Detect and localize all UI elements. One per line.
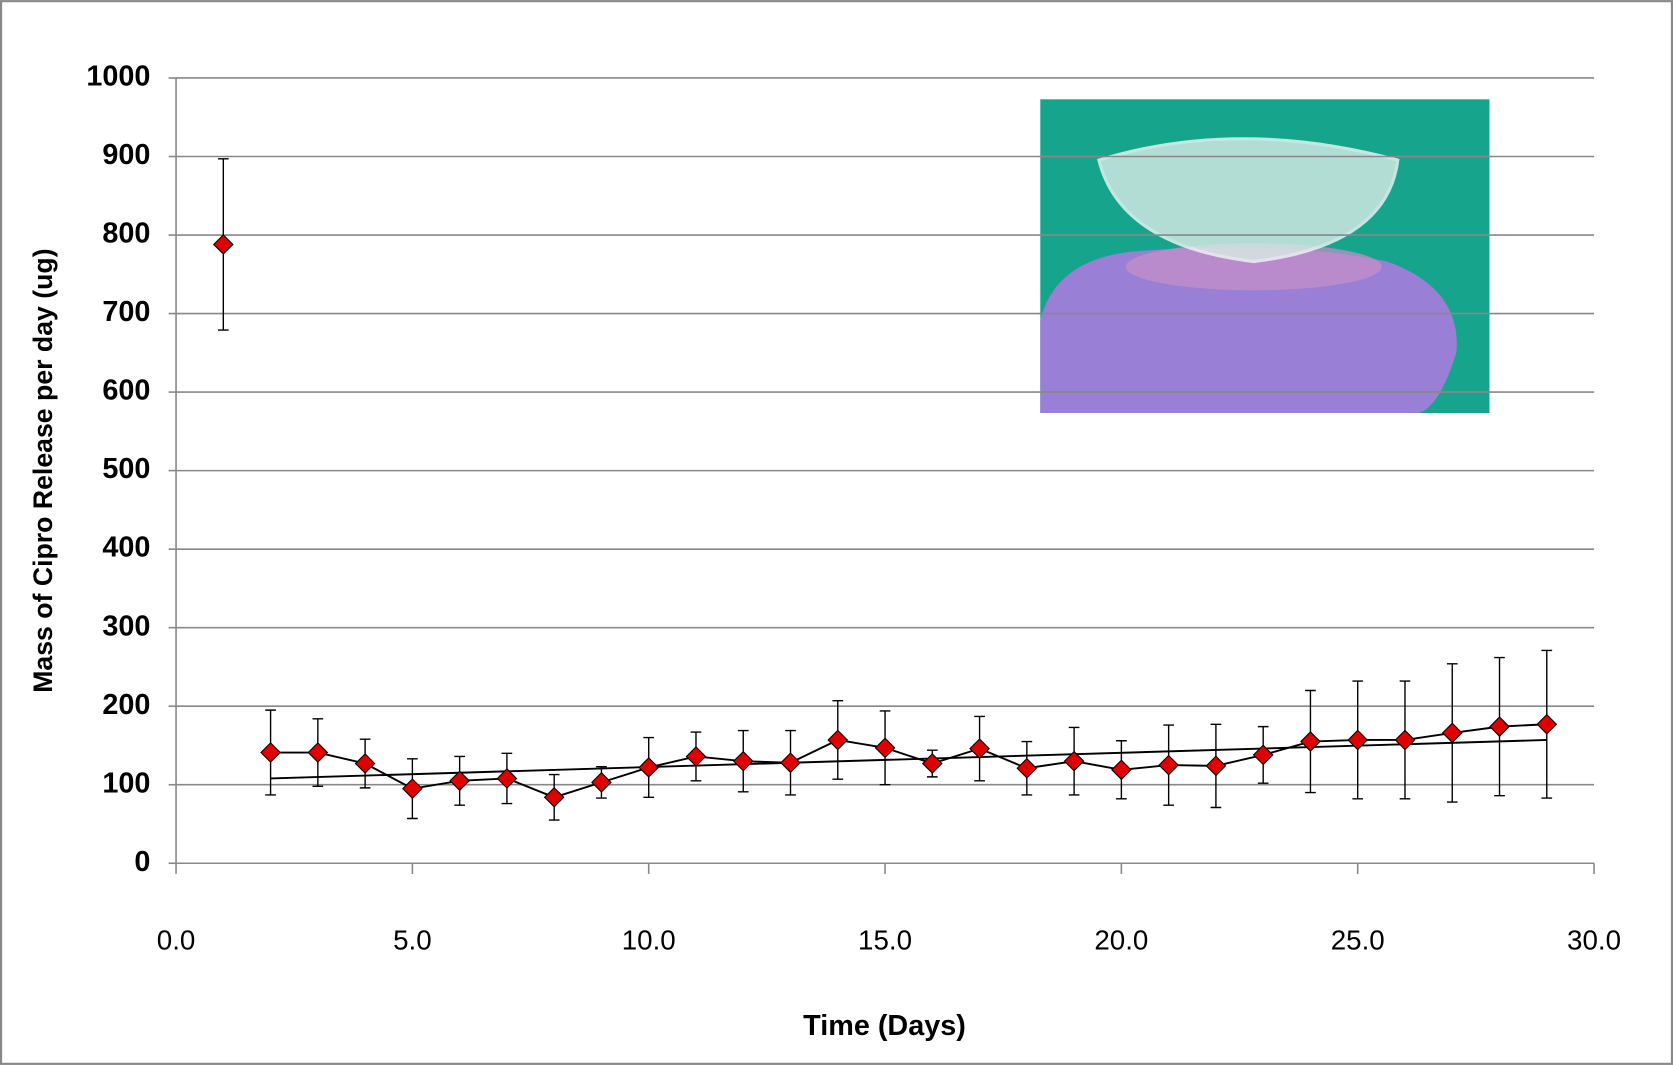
marker <box>260 742 281 763</box>
marker <box>212 234 234 255</box>
photo-rim <box>1125 243 1382 291</box>
y-tick-label: 0 <box>134 846 150 878</box>
marker <box>1205 755 1227 777</box>
inset-photo <box>1040 99 1490 413</box>
marker <box>1394 729 1416 751</box>
marker <box>1063 750 1085 772</box>
x-tick-label: 25.0 <box>1331 925 1385 956</box>
marker <box>402 778 423 800</box>
series-line <box>270 723 1547 799</box>
y-tick-label: 500 <box>102 453 150 485</box>
x-tick-label: 15.0 <box>858 925 912 956</box>
photo-blob <box>1040 247 1457 413</box>
marker <box>591 772 612 793</box>
y-tick-label: 200 <box>102 689 150 721</box>
y-axis-label: Mass of Cipro Release per day (ug) <box>28 248 58 692</box>
y-tick-label: 600 <box>102 375 150 407</box>
marker <box>496 768 518 789</box>
marker <box>1347 729 1369 751</box>
marker <box>1111 759 1132 781</box>
marker <box>921 753 943 774</box>
x-tick-label: 10.0 <box>622 925 676 956</box>
y-tick-label: 100 <box>102 767 150 799</box>
x-tick-label: 5.0 <box>393 925 432 956</box>
marker <box>874 737 896 759</box>
y-tick-label: 700 <box>102 296 150 328</box>
marker <box>969 738 990 759</box>
x-tick-label: 30.0 <box>1567 925 1621 956</box>
marker <box>827 729 849 751</box>
marker <box>1489 716 1510 737</box>
photo-lens <box>1097 137 1400 264</box>
marker <box>685 746 707 767</box>
marker <box>638 757 660 778</box>
marker <box>307 742 329 763</box>
marker <box>543 786 565 808</box>
x-axis-label: Time (Days) <box>803 1010 966 1042</box>
marker <box>1158 754 1180 776</box>
marker <box>449 770 471 792</box>
marker <box>1016 757 1038 779</box>
marker <box>732 750 754 772</box>
x-tick-label: 20.0 <box>1094 925 1148 956</box>
marker <box>1441 722 1463 744</box>
x-tick-label: 0.0 <box>157 925 196 956</box>
y-tick-label: 400 <box>102 532 150 564</box>
y-tick-label: 900 <box>102 139 150 171</box>
marker <box>1536 713 1558 735</box>
y-tick-label: 1000 <box>86 61 150 93</box>
y-tick-label: 300 <box>102 610 150 642</box>
y-tick-label: 800 <box>102 218 150 250</box>
trendline <box>270 739 1547 780</box>
marker <box>1300 731 1321 752</box>
marker <box>354 753 376 774</box>
marker <box>1252 744 1274 766</box>
marker <box>780 752 801 774</box>
